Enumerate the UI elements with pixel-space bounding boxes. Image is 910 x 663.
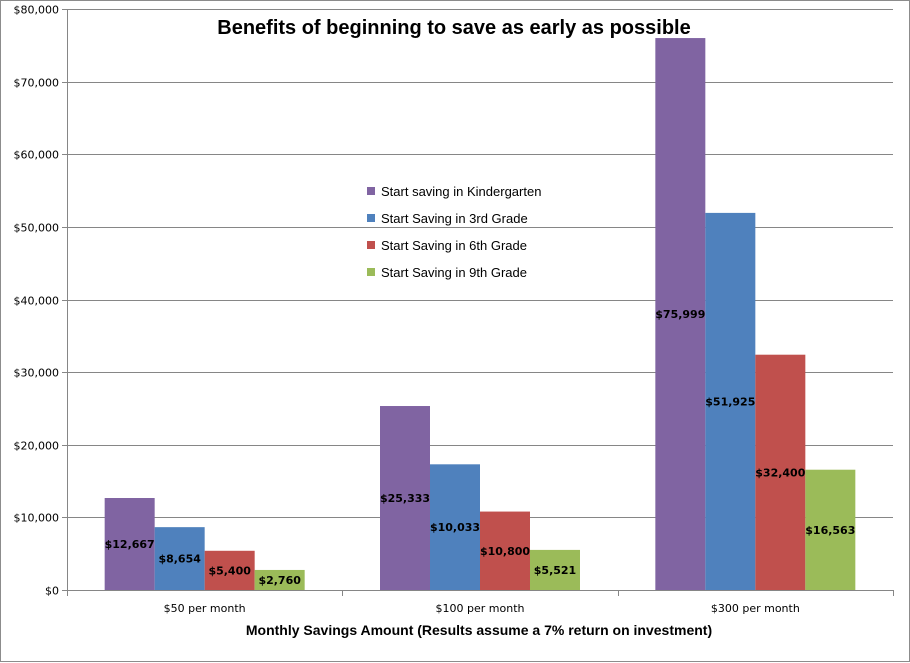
bar <box>204 550 255 590</box>
bar <box>755 354 806 590</box>
legend-swatch <box>367 241 375 249</box>
data-label: $51,925 <box>705 395 755 408</box>
y-tick-label: $80,000 <box>14 4 60 17</box>
data-label: $5,521 <box>534 564 576 577</box>
bar <box>254 569 305 590</box>
bar <box>705 212 756 590</box>
data-label: $10,800 <box>480 545 530 558</box>
legend-label: Start Saving in 6th Grade <box>381 238 527 253</box>
data-label: $75,999 <box>655 308 705 321</box>
legend-label: Start saving in Kindergarten <box>381 184 541 199</box>
chart-title: Benefits of beginning to save as early a… <box>217 17 690 39</box>
legend-swatch <box>367 214 375 222</box>
x-tick-label: $300 per month <box>711 602 800 615</box>
data-label: $16,563 <box>805 524 855 537</box>
legend-label: Start Saving in 3rd Grade <box>381 211 528 226</box>
bar <box>104 498 155 590</box>
y-tick-label: $50,000 <box>14 222 60 235</box>
data-label: $5,400 <box>208 564 251 577</box>
y-tick-label: $20,000 <box>14 440 60 453</box>
bar <box>480 511 530 590</box>
data-label: $10,033 <box>430 521 480 534</box>
bar <box>154 527 205 590</box>
data-label: $25,333 <box>380 492 430 505</box>
data-labels: $12,667$8,654$5,400$2,760$25,333$10,033$… <box>105 308 856 587</box>
x-axis-title: Monthly Savings Amount (Results assume a… <box>246 622 712 638</box>
data-label: $32,400 <box>755 466 805 479</box>
data-label: $12,667 <box>105 538 155 551</box>
legend-swatch <box>367 268 375 276</box>
data-label: $2,760 <box>258 574 301 587</box>
bar <box>380 406 430 590</box>
y-tick-label: $30,000 <box>14 367 60 380</box>
legend: Start saving in Kindergarten Start Saving… <box>367 184 541 280</box>
bar <box>655 38 706 591</box>
bars <box>104 38 856 591</box>
data-label: $8,654 <box>158 553 201 566</box>
y-tick-label: $40,000 <box>14 295 60 308</box>
y-tick-label: $0 <box>45 585 59 598</box>
legend-label: Start Saving in 9th Grade <box>381 265 527 280</box>
bar <box>530 549 580 590</box>
bar <box>805 469 856 590</box>
legend-swatch <box>367 187 375 195</box>
y-tick-label: $70,000 <box>14 77 60 90</box>
y-tick-label: $10,000 <box>14 512 60 525</box>
x-tick-label: $100 per month <box>436 602 525 615</box>
axes: $0 $10,000 $20,000 $30,000 $40,000 $50,000 $60… <box>14 4 894 615</box>
x-tick-label: $50 per month <box>164 602 246 615</box>
bar <box>430 464 480 590</box>
gridlines <box>67 9 893 518</box>
y-tick-label: $60,000 <box>14 149 60 162</box>
